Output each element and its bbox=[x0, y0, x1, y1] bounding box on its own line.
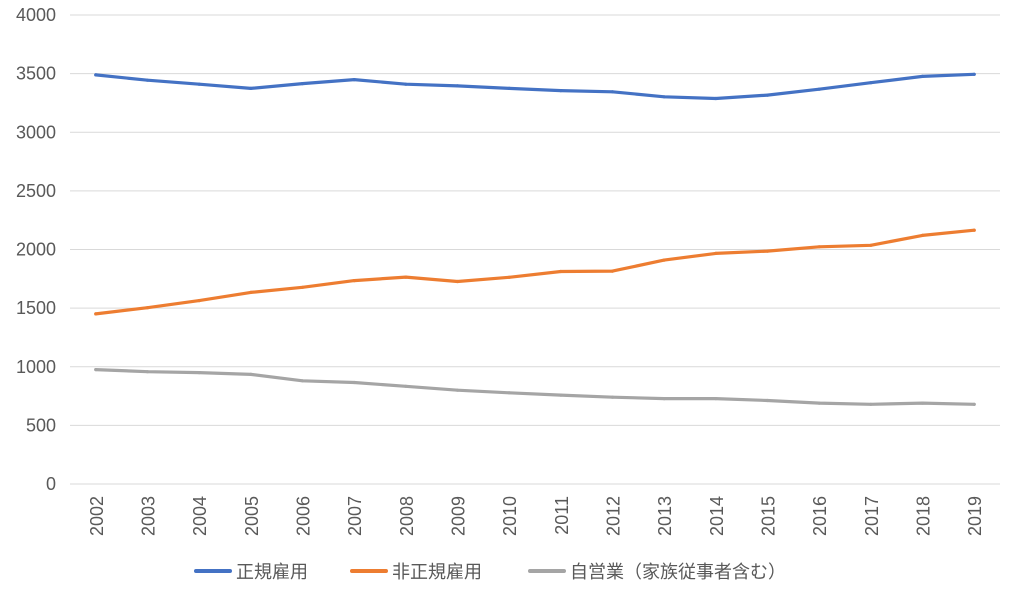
data-point bbox=[765, 93, 770, 97]
data-point bbox=[920, 74, 925, 78]
series-line-1 bbox=[94, 72, 976, 101]
data-point bbox=[249, 86, 253, 90]
data-point bbox=[765, 398, 770, 403]
x-tick-label: 2013 bbox=[655, 496, 675, 536]
legend-label-2: 非正規雇用 bbox=[392, 562, 482, 583]
data-point bbox=[352, 279, 356, 283]
data-point bbox=[94, 368, 98, 372]
data-point bbox=[714, 251, 718, 255]
data-point bbox=[817, 245, 821, 249]
x-tick-label: 2011 bbox=[552, 496, 572, 535]
x-tick-label: 2005 bbox=[242, 496, 262, 536]
data-point bbox=[404, 384, 408, 388]
data-point bbox=[145, 370, 150, 374]
data-point bbox=[300, 285, 305, 289]
legend-label-3: 自営業（家族従事者含む） bbox=[570, 562, 786, 583]
data-point bbox=[145, 306, 150, 310]
data-point bbox=[765, 249, 770, 253]
data-point bbox=[197, 371, 201, 375]
data-point bbox=[249, 372, 253, 376]
data-point bbox=[352, 380, 356, 385]
x-tick-label: 2004 bbox=[190, 496, 210, 536]
data-point bbox=[817, 401, 821, 405]
data-point bbox=[869, 81, 873, 85]
data-point bbox=[455, 279, 460, 284]
x-tick-label: 2017 bbox=[862, 496, 882, 536]
x-tick-label: 2010 bbox=[500, 496, 520, 536]
x-axis-ticks: 2002 2003 2004 2005 2006 2007 2008 2009 2010 2011… bbox=[87, 496, 985, 536]
data-point bbox=[249, 290, 253, 294]
y-tick-label: 3000 bbox=[16, 122, 56, 142]
data-point bbox=[817, 87, 821, 91]
data-point bbox=[972, 72, 976, 76]
series-line-3 bbox=[94, 368, 976, 406]
x-tick-label: 2019 bbox=[965, 496, 985, 536]
data-point bbox=[352, 78, 356, 82]
data-point bbox=[94, 73, 98, 77]
data-point bbox=[507, 86, 511, 90]
data-point bbox=[714, 96, 718, 101]
data-point bbox=[300, 82, 305, 86]
y-tick-label: 2000 bbox=[16, 240, 56, 260]
data-point bbox=[714, 397, 718, 401]
data-point bbox=[559, 89, 563, 93]
data-point bbox=[610, 395, 615, 399]
data-point bbox=[972, 228, 976, 232]
series-lines bbox=[94, 72, 976, 406]
data-point bbox=[455, 84, 460, 88]
x-tick-label: 2014 bbox=[707, 496, 727, 536]
data-point bbox=[869, 243, 873, 247]
data-point bbox=[197, 82, 201, 86]
x-tick-label: 2007 bbox=[345, 496, 365, 536]
gridlines bbox=[70, 14, 1000, 485]
y-tick-label: 0 bbox=[46, 474, 56, 494]
legend: 正規雇用 非正規雇用 自営業（家族従事者含む） bbox=[194, 562, 786, 583]
x-tick-label: 2006 bbox=[294, 496, 314, 536]
x-tick-label: 2015 bbox=[759, 496, 779, 536]
y-tick-label: 4000 bbox=[16, 5, 56, 25]
data-point bbox=[455, 388, 460, 392]
data-point bbox=[404, 82, 408, 86]
legend-label-1: 正規雇用 bbox=[236, 562, 308, 583]
data-point bbox=[662, 397, 666, 401]
y-axis-ticks: 0 500 1000 1500 2000 2500 3000 3500 4000 bbox=[16, 5, 56, 494]
y-tick-label: 3500 bbox=[16, 64, 56, 84]
data-point bbox=[507, 275, 511, 279]
data-point bbox=[404, 275, 408, 279]
x-tick-label: 2003 bbox=[139, 496, 159, 536]
data-point bbox=[94, 312, 98, 316]
x-tick-label: 2012 bbox=[604, 496, 624, 536]
x-tick-label: 2009 bbox=[449, 496, 469, 536]
x-tick-label: 2018 bbox=[914, 496, 934, 536]
y-tick-label: 1000 bbox=[16, 357, 56, 377]
x-tick-label: 2002 bbox=[87, 496, 107, 536]
data-point bbox=[662, 95, 666, 99]
data-point bbox=[145, 78, 150, 82]
data-point bbox=[559, 393, 563, 397]
data-point bbox=[662, 258, 666, 262]
data-point bbox=[610, 269, 615, 273]
y-tick-label: 2500 bbox=[16, 181, 56, 201]
x-tick-label: 2008 bbox=[397, 496, 417, 536]
data-point bbox=[559, 269, 563, 274]
series-line-2 bbox=[94, 228, 976, 316]
data-point bbox=[507, 391, 511, 395]
data-point bbox=[920, 401, 925, 405]
data-point bbox=[972, 402, 976, 406]
y-tick-label: 500 bbox=[26, 415, 56, 435]
data-point bbox=[920, 233, 925, 237]
data-point bbox=[300, 379, 305, 383]
data-point bbox=[197, 299, 201, 303]
y-tick-label: 1500 bbox=[16, 298, 56, 318]
data-point bbox=[610, 90, 615, 94]
data-point bbox=[869, 402, 873, 406]
x-tick-label: 2016 bbox=[810, 496, 830, 536]
